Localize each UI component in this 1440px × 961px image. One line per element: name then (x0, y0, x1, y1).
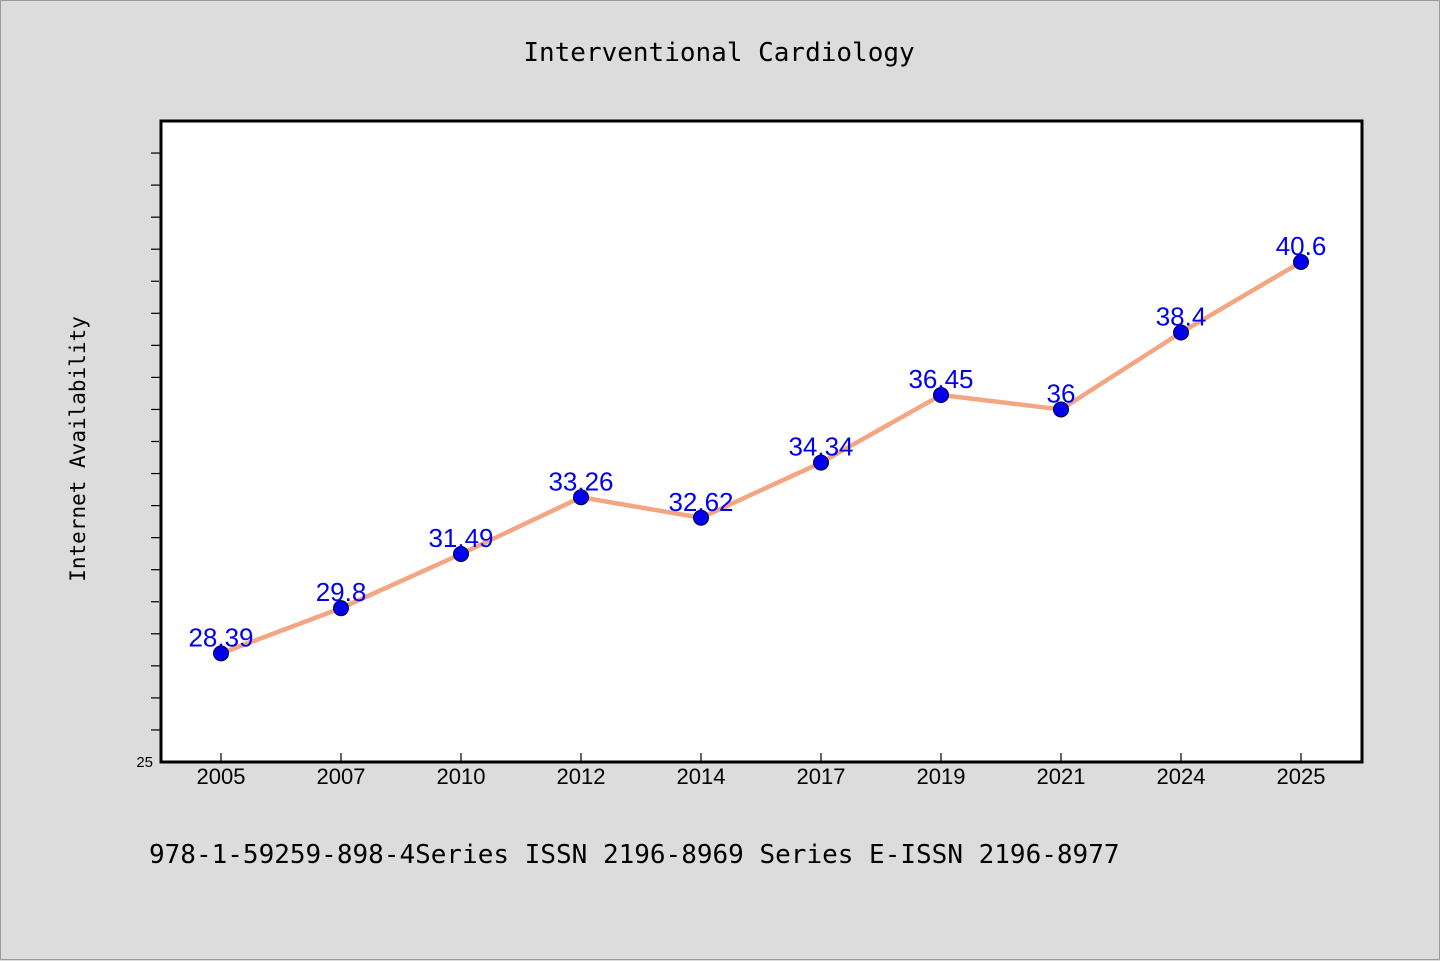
y-tick-label: 25 (136, 754, 153, 771)
data-label: 38.4 (1156, 302, 1207, 332)
x-tick-label: 2024 (1157, 764, 1206, 789)
data-point (1293, 254, 1309, 271)
footer-isbn-text: 978-1-59259-898-4Series ISSN 2196-8969 S… (149, 840, 1120, 870)
series-layer (213, 254, 1309, 662)
data-point (933, 387, 949, 404)
data-point (813, 454, 829, 471)
data-label: 40.6 (1276, 231, 1327, 261)
x-tick-label: 2007 (317, 764, 366, 789)
x-tick-label: 2012 (557, 764, 606, 789)
data-label: 33.26 (548, 466, 613, 496)
y-axis-label: Internet Availability (66, 316, 90, 582)
x-axis-ticks: 2005 2007 2010 2012 2014 2017 2019 2021 2024 2025 (197, 753, 1326, 789)
data-label: 29.8 (316, 577, 367, 607)
data-point (693, 509, 709, 526)
x-tick-label: 2025 (1277, 764, 1326, 789)
x-tick-label: 2019 (917, 764, 966, 789)
data-label: 28.39 (188, 622, 253, 652)
x-tick-label: 2005 (197, 764, 246, 789)
data-point (213, 645, 229, 662)
data-point (1173, 324, 1189, 341)
data-label: 34.34 (788, 432, 853, 462)
x-tick-label: 2017 (797, 764, 846, 789)
data-labels-layer: 28.39 29.8 31.49 33.26 32.62 34.34 36.45 36 38.4… (188, 231, 1326, 652)
x-tick-label: 2014 (677, 764, 726, 789)
data-point (333, 600, 349, 617)
data-label: 36 (1047, 378, 1076, 408)
data-label: 31.49 (428, 523, 493, 553)
chart-title: Interventional Cardiology (523, 38, 914, 68)
y-axis-ticks: 25 (136, 152, 161, 771)
series-line (218, 259, 1304, 656)
x-tick-label: 2010 (437, 764, 486, 789)
x-tick-label: 2021 (1037, 764, 1086, 789)
data-label: 36.45 (908, 364, 973, 394)
data-label: 32.62 (668, 487, 733, 517)
data-point (453, 545, 469, 562)
data-point (573, 489, 589, 506)
data-point (1053, 401, 1069, 418)
plot-area (159, 119, 1364, 764)
